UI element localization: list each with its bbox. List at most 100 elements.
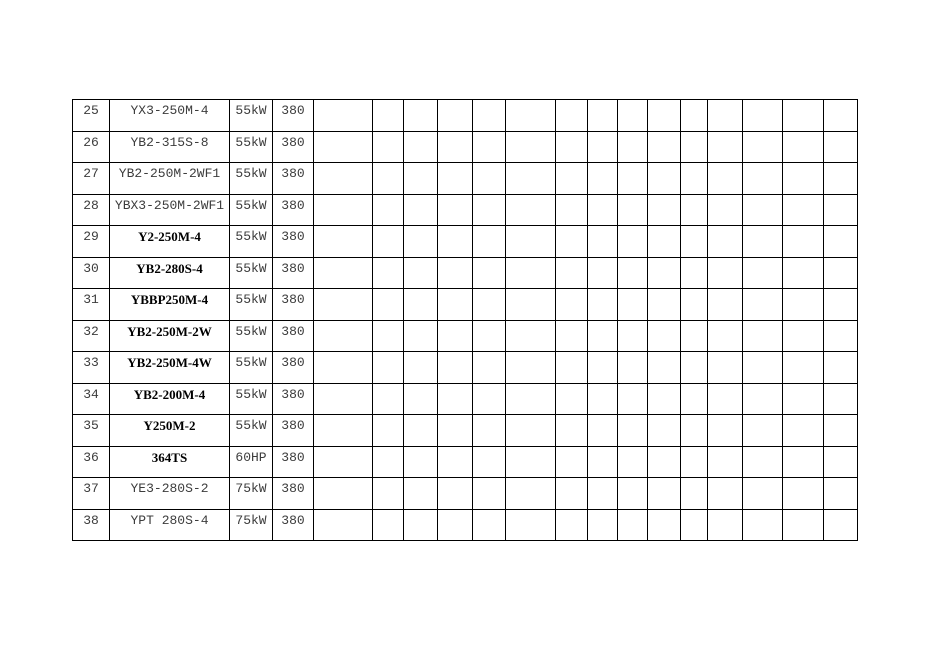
cell-voltage: 380 — [272, 445, 314, 478]
cell-empty — [587, 193, 618, 226]
cell-voltage: 380 — [272, 351, 314, 384]
cell-empty — [647, 256, 681, 289]
cell-empty — [555, 193, 588, 226]
cell-empty — [372, 382, 404, 415]
cell-empty — [403, 162, 438, 195]
cell-empty — [505, 319, 556, 352]
cell-empty — [647, 193, 681, 226]
cell-empty — [823, 477, 858, 510]
cell-empty — [823, 99, 858, 132]
cell-empty — [617, 193, 648, 226]
table-row: 32 YB2-250M-2W 55kW 380 — [72, 319, 858, 352]
cell-row-number: 26 — [72, 130, 110, 163]
cell-row-number: 34 — [72, 382, 110, 415]
cell-empty — [403, 130, 438, 163]
cell-empty — [823, 382, 858, 415]
cell-empty — [472, 130, 506, 163]
cell-empty — [372, 414, 404, 447]
cell-empty — [505, 351, 556, 384]
cell-model: Y250M-2 — [109, 414, 230, 447]
cell-empty — [587, 256, 618, 289]
cell-empty — [437, 414, 473, 447]
cell-voltage: 380 — [272, 319, 314, 352]
cell-empty — [617, 225, 648, 258]
cell-empty — [313, 319, 373, 352]
cell-model: YE3-280S-2 — [109, 477, 230, 510]
cell-empty — [617, 99, 648, 132]
cell-empty — [680, 445, 708, 478]
cell-voltage: 380 — [272, 225, 314, 258]
cell-empty — [742, 130, 783, 163]
cell-empty — [647, 288, 681, 321]
cell-empty — [555, 225, 588, 258]
cell-empty — [372, 477, 404, 510]
cell-power: 55kW — [229, 162, 273, 195]
cell-empty — [823, 445, 858, 478]
cell-empty — [437, 288, 473, 321]
table-row: 36 364TS 60HP 380 — [72, 445, 858, 478]
cell-empty — [472, 382, 506, 415]
cell-model: YB2-200M-4 — [109, 382, 230, 415]
table-row: 28 YBX3-250M-2WF1 55kW 380 — [72, 193, 858, 226]
cell-empty — [707, 99, 743, 132]
cell-empty — [437, 193, 473, 226]
cell-voltage: 380 — [272, 477, 314, 510]
cell-power: 55kW — [229, 288, 273, 321]
cell-power: 55kW — [229, 382, 273, 415]
cell-empty — [437, 445, 473, 478]
cell-empty — [680, 319, 708, 352]
cell-empty — [647, 319, 681, 352]
cell-empty — [782, 99, 824, 132]
cell-empty — [707, 351, 743, 384]
cell-empty — [437, 351, 473, 384]
cell-empty — [587, 351, 618, 384]
cell-empty — [617, 162, 648, 195]
cell-model: YB2-280S-4 — [109, 256, 230, 289]
cell-empty — [555, 99, 588, 132]
cell-empty — [555, 477, 588, 510]
cell-empty — [313, 477, 373, 510]
cell-voltage: 380 — [272, 99, 314, 132]
cell-empty — [555, 256, 588, 289]
table-row: 33 YB2-250M-4W 55kW 380 — [72, 351, 858, 384]
cell-empty — [472, 193, 506, 226]
cell-empty — [437, 225, 473, 258]
cell-empty — [437, 162, 473, 195]
cell-empty — [680, 351, 708, 384]
cell-empty — [782, 445, 824, 478]
cell-empty — [313, 99, 373, 132]
cell-empty — [823, 193, 858, 226]
cell-empty — [742, 288, 783, 321]
cell-empty — [555, 508, 588, 541]
cell-empty — [647, 130, 681, 163]
cell-empty — [587, 477, 618, 510]
cell-empty — [472, 508, 506, 541]
cell-empty — [437, 130, 473, 163]
cell-empty — [707, 193, 743, 226]
cell-empty — [313, 256, 373, 289]
cell-empty — [617, 382, 648, 415]
cell-empty — [505, 99, 556, 132]
cell-empty — [680, 162, 708, 195]
cell-empty — [437, 99, 473, 132]
cell-row-number: 32 — [72, 319, 110, 352]
cell-empty — [587, 130, 618, 163]
cell-empty — [372, 319, 404, 352]
cell-empty — [823, 288, 858, 321]
cell-power: 55kW — [229, 130, 273, 163]
cell-power: 55kW — [229, 414, 273, 447]
cell-row-number: 33 — [72, 351, 110, 384]
cell-empty — [707, 319, 743, 352]
motor-table-body: 25 YX3-250M-4 55kW 380 26 YB2-315S-8 55kW 380 27… — [72, 99, 858, 541]
cell-empty — [372, 99, 404, 132]
cell-empty — [680, 382, 708, 415]
cell-empty — [437, 319, 473, 352]
cell-power: 75kW — [229, 477, 273, 510]
cell-empty — [782, 225, 824, 258]
cell-empty — [505, 225, 556, 258]
cell-empty — [372, 225, 404, 258]
cell-empty — [403, 445, 438, 478]
cell-empty — [555, 382, 588, 415]
cell-empty — [742, 445, 783, 478]
cell-empty — [372, 445, 404, 478]
